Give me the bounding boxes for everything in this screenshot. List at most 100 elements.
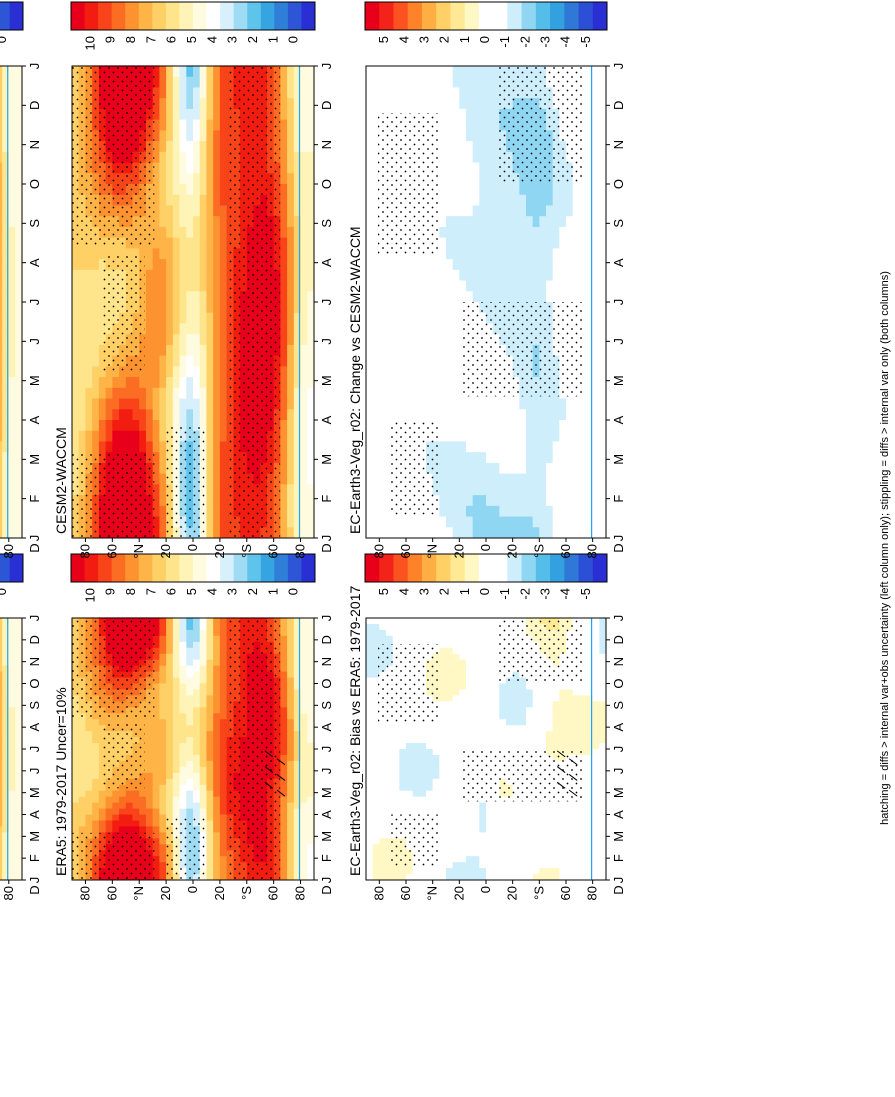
heat-cell — [193, 629, 201, 636]
heat-cell — [452, 790, 460, 797]
heat-cell — [8, 623, 16, 630]
heat-cell — [193, 736, 201, 744]
heat-cell — [0, 760, 3, 767]
heat-cell — [15, 754, 23, 761]
heat-cell — [566, 712, 574, 720]
heat-cell — [8, 712, 16, 720]
heat-cell — [479, 671, 487, 678]
heat-cell — [439, 813, 447, 821]
heat-cell — [366, 653, 374, 660]
heat-cell — [579, 718, 587, 726]
heat-cell — [307, 653, 315, 660]
heat-cell — [78, 778, 87, 785]
heat-cell — [307, 831, 315, 839]
heat-cell — [186, 700, 194, 708]
heat-cell — [406, 742, 414, 749]
heat-cell — [526, 831, 534, 839]
heat-cell — [8, 671, 16, 678]
heat-cell — [379, 867, 387, 875]
heat-cell — [366, 712, 374, 720]
heat-cell — [8, 861, 16, 869]
heat-cell — [0, 629, 3, 636]
heat-cell — [566, 724, 574, 732]
heat-cell — [179, 617, 187, 624]
heat-cell — [392, 635, 400, 642]
heat-cell — [145, 736, 154, 744]
heat-cell — [172, 647, 181, 654]
heat-cell — [486, 831, 494, 839]
lat-tick-label: 60 — [104, 886, 119, 900]
heat-cell — [219, 766, 228, 773]
heat-cell — [419, 617, 427, 624]
heat-cell — [307, 837, 315, 845]
heat-cell — [446, 754, 454, 761]
heat-cell — [439, 867, 447, 875]
heat-cell — [193, 807, 201, 815]
heat-cell — [372, 629, 380, 636]
heat-cell — [406, 784, 414, 791]
heat-cell — [479, 682, 487, 690]
heat-cell — [219, 688, 228, 696]
heat-cell — [552, 736, 560, 744]
heat-cell — [8, 682, 16, 690]
heat-cell — [412, 623, 420, 630]
heat-cell — [392, 724, 400, 732]
heat-cell — [179, 784, 187, 791]
month-tick-label: J — [27, 877, 42, 884]
heat-cell — [599, 873, 607, 880]
heat-cell — [300, 724, 308, 732]
heat-cell — [572, 873, 580, 880]
heat-cell — [213, 641, 221, 648]
heat-cell — [466, 623, 474, 630]
heat-cell — [300, 676, 308, 684]
heat-cell — [213, 873, 221, 880]
heat-cell — [0, 676, 3, 684]
heat-cell — [572, 861, 580, 869]
heat-cell — [492, 819, 500, 827]
colorbar-swatch — [98, 554, 113, 582]
colorbar-swatch — [71, 554, 85, 582]
heat-cell — [379, 855, 387, 863]
heat-cell — [152, 802, 160, 809]
heat-cell — [92, 724, 100, 732]
heat-cell — [8, 665, 16, 672]
heat-cell — [72, 748, 80, 755]
heat-cell — [552, 861, 560, 869]
heat-cell — [406, 867, 414, 875]
heat-cell — [307, 873, 315, 880]
heat-cell — [287, 700, 295, 708]
heat-cell — [479, 659, 487, 666]
heat-cell — [472, 861, 480, 869]
heat-cell — [92, 766, 100, 773]
heat-cell — [552, 742, 560, 749]
heat-cell — [98, 825, 107, 833]
heat-cell — [159, 724, 167, 732]
heat-cell — [159, 694, 167, 702]
heat-cell — [439, 724, 447, 732]
heat-cell — [446, 671, 454, 678]
heat-cell — [466, 724, 474, 732]
heat-cell — [219, 694, 228, 702]
heat-cell — [199, 796, 208, 803]
heat-cell — [152, 831, 160, 839]
heat-cell — [452, 784, 460, 791]
heat-cell — [379, 796, 387, 803]
heat-cell — [539, 819, 547, 827]
heat-cell — [280, 688, 288, 696]
heat-cell — [172, 807, 181, 815]
heat-cell — [479, 647, 487, 654]
heat-cell — [466, 712, 474, 720]
heat-cell — [287, 772, 295, 779]
heat-cell — [119, 802, 127, 809]
heat-cell — [219, 790, 228, 797]
heat-cell — [392, 766, 400, 773]
lat-tick-label: °N — [131, 886, 146, 901]
heat-cell — [8, 867, 16, 875]
heat-cell — [512, 819, 520, 827]
heat-cell — [15, 831, 23, 839]
heat-cell — [213, 784, 221, 791]
heat-cell — [406, 623, 414, 630]
heat-cell — [506, 831, 514, 839]
heat-cell — [307, 700, 315, 708]
heat-cell — [287, 659, 295, 666]
